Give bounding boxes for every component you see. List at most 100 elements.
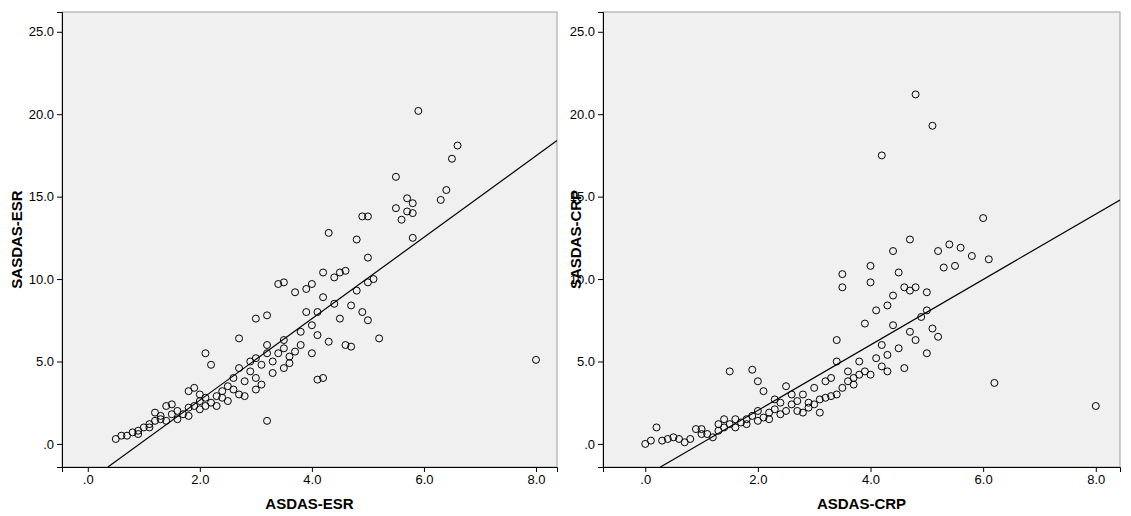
point	[303, 285, 310, 292]
point	[325, 229, 332, 236]
point	[935, 248, 942, 255]
tick-label: .0	[83, 472, 94, 487]
point	[771, 406, 778, 413]
point	[448, 155, 455, 162]
point	[991, 379, 998, 386]
point	[867, 371, 874, 378]
point	[213, 403, 220, 410]
point	[873, 355, 880, 362]
point	[884, 351, 891, 358]
tick: 20.0	[570, 107, 603, 122]
tick: 15.0	[29, 189, 62, 204]
x-axis-title: ASDAS-ESR	[265, 495, 354, 512]
point	[912, 91, 919, 98]
point	[867, 279, 874, 286]
point	[247, 368, 254, 375]
point	[308, 281, 315, 288]
point	[168, 401, 175, 408]
point	[157, 412, 164, 419]
point	[398, 216, 405, 223]
point	[258, 381, 265, 388]
point	[409, 210, 416, 217]
point	[364, 317, 371, 324]
point	[923, 289, 930, 296]
point	[890, 322, 897, 329]
point	[409, 234, 416, 241]
tick-label: 25.0	[29, 24, 54, 39]
tick: 4.0	[862, 467, 880, 487]
tick-mark	[598, 114, 603, 115]
tick-label: 2.0	[191, 472, 209, 487]
point	[348, 343, 355, 350]
point	[833, 337, 840, 344]
point	[364, 213, 371, 220]
point	[252, 315, 259, 322]
point	[878, 152, 885, 159]
point	[794, 398, 801, 405]
point	[895, 269, 902, 276]
tick-mark	[57, 361, 62, 362]
y-axis-title: SASDAS-CRP	[567, 190, 584, 289]
y-axis-title: SASDAS-ESR	[8, 190, 25, 289]
tick-label: 15.0	[29, 189, 54, 204]
point	[297, 342, 304, 349]
point	[726, 368, 733, 375]
point	[392, 205, 399, 212]
point	[269, 358, 276, 365]
panel: .02.04.06.08.0.05.010.015.020.025.0ASDAS…	[567, 12, 1121, 512]
tick: .0	[584, 437, 603, 452]
tick: 20.0	[29, 107, 62, 122]
point	[325, 338, 332, 345]
point	[353, 236, 360, 243]
axis-line	[598, 13, 604, 468]
point	[884, 302, 891, 309]
point	[912, 284, 919, 291]
y-axis: .05.010.015.020.025.0	[29, 13, 63, 468]
tick-label: 6.0	[415, 472, 433, 487]
tick-label: 6.0	[975, 472, 993, 487]
point	[359, 309, 366, 316]
point	[890, 292, 897, 299]
point	[923, 350, 930, 357]
point	[269, 370, 276, 377]
point	[264, 312, 271, 319]
point	[721, 416, 728, 423]
point	[890, 248, 897, 255]
point	[454, 142, 461, 149]
point	[844, 368, 851, 375]
point	[320, 374, 327, 381]
point	[135, 431, 142, 438]
point	[833, 391, 840, 398]
point	[783, 407, 790, 414]
point	[252, 386, 259, 393]
tick: 6.0	[415, 467, 433, 487]
marks	[642, 91, 1120, 467]
tick-mark	[57, 279, 62, 280]
point	[929, 122, 936, 129]
point	[799, 409, 806, 416]
point	[878, 342, 885, 349]
point	[754, 378, 761, 385]
point	[376, 335, 383, 342]
tick: 5.0	[577, 354, 603, 369]
plot-area	[603, 12, 1120, 467]
point	[415, 107, 422, 114]
point	[191, 384, 198, 391]
point	[760, 388, 767, 395]
point	[342, 267, 349, 274]
point	[303, 309, 310, 316]
point	[901, 365, 908, 372]
point	[940, 264, 947, 271]
point	[320, 269, 327, 276]
x-axis-title: ASDAS-CRP	[817, 495, 906, 512]
point	[370, 276, 377, 283]
tick-label: .0	[584, 437, 595, 452]
point	[320, 294, 327, 301]
point	[951, 262, 958, 269]
point	[532, 356, 539, 363]
tick: 25.0	[570, 24, 603, 39]
point	[985, 256, 992, 263]
tick: .0	[640, 467, 651, 487]
tick-label: 5.0	[36, 354, 54, 369]
point	[929, 325, 936, 332]
